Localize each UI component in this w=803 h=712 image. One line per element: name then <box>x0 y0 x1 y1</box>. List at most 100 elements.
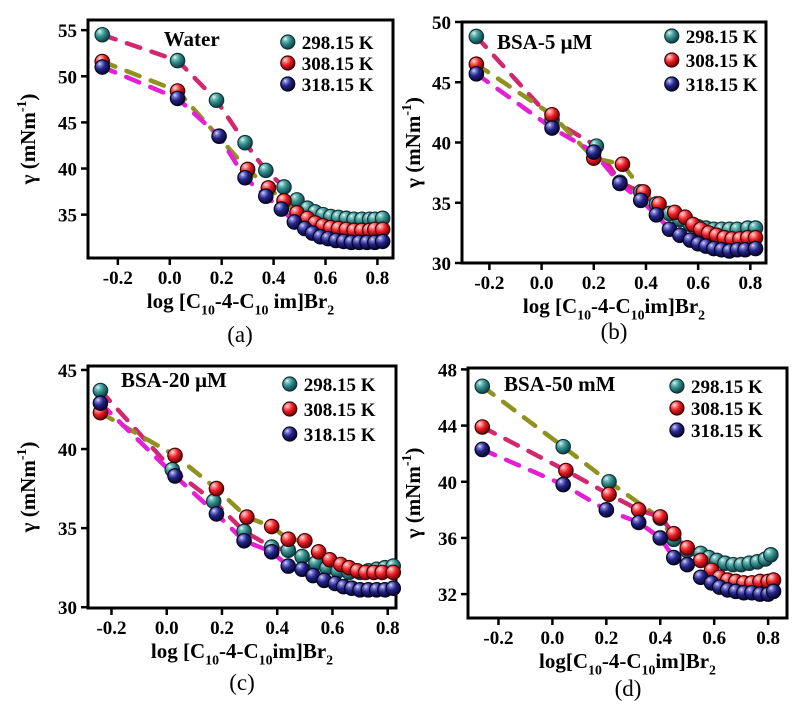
x-tick-label: -0.2 <box>103 268 133 289</box>
data-point <box>237 134 253 151</box>
y-tick-label: 55 <box>58 21 77 42</box>
y-tick-label: 40 <box>438 473 457 494</box>
legend-label: 318.15 K <box>686 75 758 96</box>
legend-label: 308.15 K <box>302 54 374 75</box>
x-tick-label: 0.0 <box>530 273 554 294</box>
y-axis-label: γ (mNm-1) <box>14 442 40 534</box>
x-tick-label: 0.4 <box>648 628 672 649</box>
legend-label: 298.15 K <box>686 27 758 48</box>
data-point <box>276 179 292 195</box>
series-318.15-K <box>92 395 402 598</box>
x-axis-label: log[C10-4-C10im]Br2 <box>539 649 716 677</box>
chart-a-svg: -0.2 0.0 0.2 0.4 0.6 0.8 35 40 45 50 55 log [C10-4-… <box>14 18 395 317</box>
data-point <box>765 583 782 600</box>
legend-item: 308.15 K <box>669 399 763 420</box>
chart-b-svg: -0.2 0.0 0.2 0.4 0.6 0.8 30 35 40 45 50 log [C10-4-… <box>399 13 768 322</box>
data-point <box>544 106 560 123</box>
data-point <box>630 514 647 531</box>
legend-item: 318.15 K <box>280 75 374 96</box>
series-318.15-K <box>474 441 782 602</box>
data-point <box>652 530 669 546</box>
data-point <box>236 532 252 549</box>
data-point <box>747 240 764 257</box>
data-point <box>263 518 280 535</box>
y-tick-label: 36 <box>438 529 457 550</box>
data-point <box>555 476 571 493</box>
y-tick-label: 40 <box>58 160 77 181</box>
y-axis-label: γ (mNm-1) <box>14 94 40 186</box>
legend-marker-icon <box>669 378 685 394</box>
legend-item: 298.15 K <box>664 27 758 48</box>
x-tick-label: 0.4 <box>265 618 289 639</box>
data-point <box>474 378 491 395</box>
axes-box <box>466 366 789 620</box>
axes-box <box>86 364 398 610</box>
series-308.15-K <box>92 404 402 581</box>
legend-marker-icon <box>664 76 680 92</box>
y-tick-label: 35 <box>58 206 77 227</box>
data-point <box>205 493 222 510</box>
legend-marker-icon <box>664 52 680 68</box>
x-axis-label: log [C10-4-C10im]Br2 <box>523 294 705 322</box>
y-tick-label: 44 <box>438 417 458 438</box>
data-point <box>679 556 696 573</box>
trend-line <box>480 424 690 551</box>
y-axis-label: γ (mNm-1) <box>402 448 425 540</box>
data-point <box>297 532 313 549</box>
legend-label: 308.15 K <box>691 399 763 420</box>
x-tick-label: 0.8 <box>376 618 400 639</box>
data-point <box>468 28 485 45</box>
data-point <box>385 564 402 581</box>
data-point <box>679 539 696 556</box>
panel-title: BSA-5 μM <box>497 30 592 54</box>
data-point <box>601 486 617 503</box>
data-point <box>385 580 402 597</box>
legend-label: 308.15 K <box>686 51 758 72</box>
data-point <box>652 509 669 525</box>
caption-d: (d) <box>614 676 642 701</box>
data-point <box>94 59 111 75</box>
data-point <box>280 531 297 547</box>
x-tick-label: 0.0 <box>158 268 182 289</box>
legend-marker-icon <box>669 400 685 416</box>
data-point <box>632 192 649 209</box>
legend-marker-icon <box>669 422 685 438</box>
data-point <box>280 558 297 574</box>
x-tick-label: 0.0 <box>155 618 179 639</box>
data-point <box>558 462 574 479</box>
panel-d: -0.2 0.0 0.2 0.4 0.6 0.8 32 36 40 44 48 log[C10-4-C… <box>399 356 803 712</box>
legend-item: 298.15 K <box>282 375 376 396</box>
data-point <box>273 201 290 217</box>
data-point <box>208 506 225 522</box>
legend-item: 308.15 K <box>664 51 758 72</box>
panel-c: -0.2 0.0 0.2 0.4 0.6 0.8 30 35 40 45 log [C10-4-C1… <box>0 356 402 712</box>
data-point <box>665 525 682 542</box>
data-point <box>665 549 682 566</box>
y-tick-label: 35 <box>432 194 451 215</box>
legend-marker-icon <box>280 76 296 92</box>
data-point <box>585 144 602 160</box>
data-point <box>263 544 280 560</box>
axes-box <box>86 18 395 260</box>
x-tick-label: 0.2 <box>210 268 234 289</box>
data-point <box>614 156 631 172</box>
data-point <box>612 175 628 192</box>
legend: 298.15 K 308.15 K 318.15 K <box>664 27 758 96</box>
legend-item: 318.15 K <box>282 425 376 446</box>
data-point <box>544 120 560 136</box>
panel-title: Water <box>164 27 220 51</box>
data-point <box>237 169 253 186</box>
data-point <box>208 480 225 497</box>
legend-marker-icon <box>282 401 298 417</box>
x-tick-label: 0.8 <box>756 628 780 649</box>
legend-marker-icon <box>664 28 680 44</box>
panel-a: -0.2 0.0 0.2 0.4 0.6 0.8 35 40 45 50 55 log [C10-4-… <box>0 0 401 356</box>
data-point <box>92 395 109 411</box>
y-tick-label: 30 <box>432 254 451 275</box>
data-point <box>763 546 779 563</box>
caption-c: (c) <box>229 670 255 695</box>
y-tick-label: 30 <box>58 598 77 619</box>
legend-item: 318.15 K <box>664 75 758 96</box>
legend-item: 308.15 K <box>282 400 376 421</box>
y-tick-label: 50 <box>58 67 77 88</box>
